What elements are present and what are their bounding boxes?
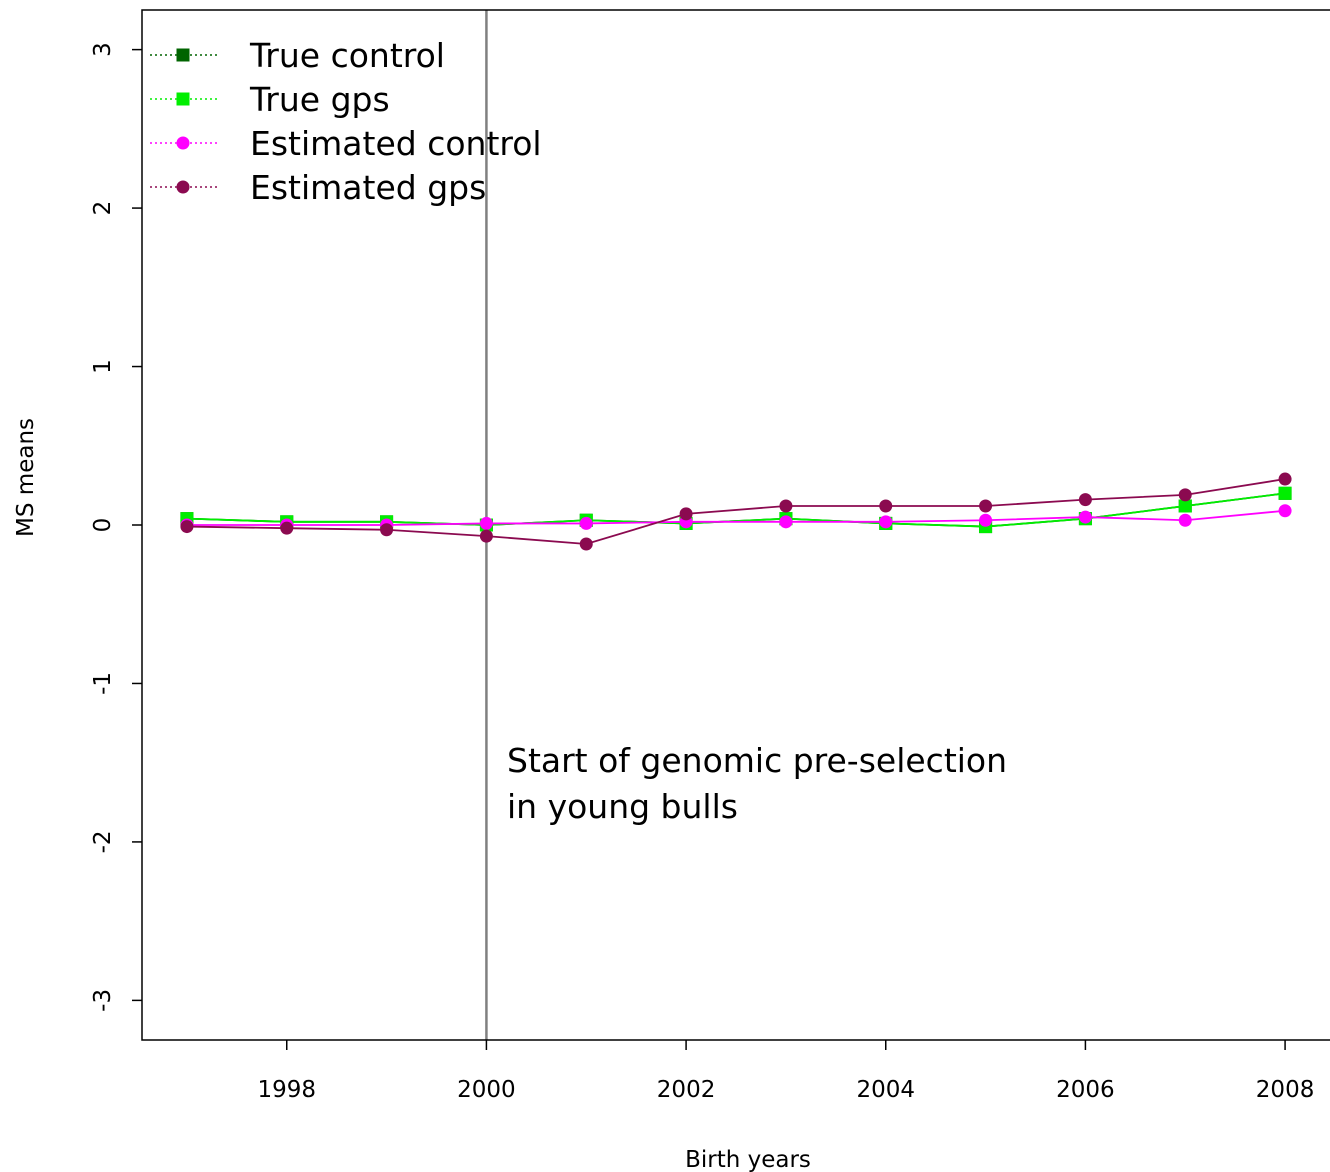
data-point [280,521,294,535]
x-tick-label: 2004 [856,1077,915,1103]
legend-entry: True gps [150,80,390,119]
y-tick-label: -1 [90,672,116,695]
data-point [779,515,793,529]
y-tick-label: 3 [90,42,116,57]
plot-area [180,10,1292,1040]
legend-marker [176,48,190,62]
legend: True control True gps Estimated control Est… [150,36,542,207]
annotation-line-2: in young bulls [507,787,738,826]
y-axis-title: MS means [13,418,39,537]
legend-marker [176,92,190,106]
data-point [979,513,993,527]
y-tick-label: -2 [90,830,116,853]
legend-marker [176,136,190,150]
legend-marker [176,180,190,194]
series-line [186,509,1286,526]
data-point [1178,499,1192,513]
data-point [879,499,893,513]
data-point [1178,488,1192,502]
series-2 [180,504,1292,532]
legend-entry: Estimated gps [150,168,486,207]
x-tick-label: 2006 [1056,1077,1115,1103]
data-point [380,523,394,537]
x-tick-label: 1998 [257,1077,316,1103]
legend-entry: Estimated control [150,124,542,163]
legend-label: True control [249,36,445,75]
data-point [479,516,493,530]
legend-label: True gps [249,80,390,119]
data-point [1078,510,1092,524]
data-point [180,520,194,534]
axes: 3 2 1 0 -1 -2 -3 1998 2000 2002 2004 2006 2008 [90,9,1330,1103]
data-point [679,507,693,521]
data-point [879,515,893,529]
y-tick-label: 2 [90,201,116,216]
data-point [1278,486,1292,500]
annotation-line-1: Start of genomic pre-selection [507,741,1007,780]
data-point [1278,472,1292,486]
data-point [579,516,593,530]
series-line [186,478,1286,545]
y-tick-label: -3 [90,989,116,1012]
data-point [979,499,993,513]
legend-label: Estimated control [250,124,542,163]
data-point [579,537,593,551]
data-point [1078,493,1092,507]
y-tick-label: 1 [90,359,116,374]
y-tick-label: 0 [90,518,116,533]
series-3 [180,472,1292,551]
x-axis-title: Birth years [685,1147,811,1172]
x-tick-label: 2000 [457,1077,516,1103]
data-point [779,499,793,513]
x-tick-label: 2002 [657,1077,716,1103]
data-point [479,529,493,543]
x-tick-label: 2008 [1256,1077,1315,1103]
legend-entry: True control [150,36,445,75]
legend-label: Estimated gps [250,168,486,207]
data-point [1178,513,1192,527]
data-point [1278,504,1292,518]
